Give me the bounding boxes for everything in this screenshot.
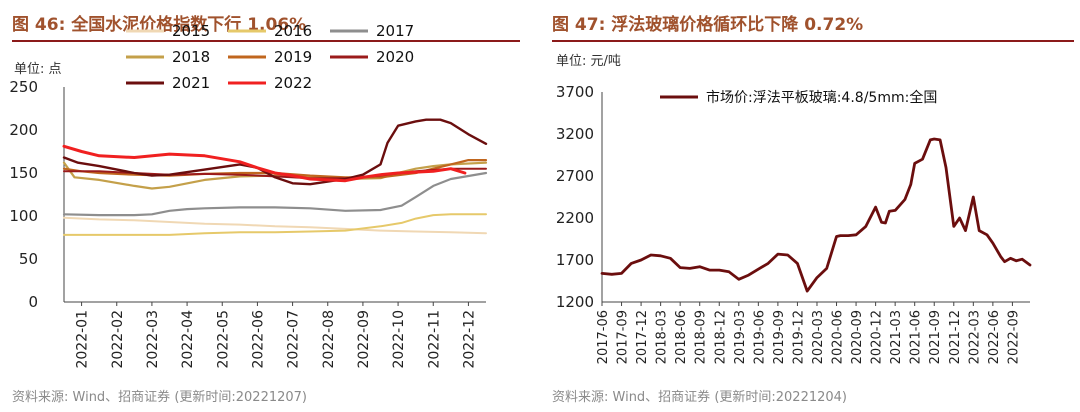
right-source-note: 资料来源: Wind、招商证券 (更新时间:20221204) [552, 390, 848, 405]
x-tick-label: 2017-12 [635, 310, 650, 364]
legend-label: 2020 [376, 48, 414, 66]
series-line-2022 [62, 144, 467, 183]
left-chart-svg: 0 50 100 150 200 250 2022-01 2022-02 2022-03 2022… [9, 22, 488, 369]
series-line-4-8-5mm [600, 137, 1032, 293]
y-tick-label: 2200 [556, 209, 594, 227]
x-tick-label: 2017-06 [596, 310, 611, 364]
x-tick-label: 2018-06 [674, 310, 689, 364]
x-tick-label: 2017-09 [616, 310, 631, 364]
x-tick-label: 2022-03 [967, 310, 982, 364]
x-tick-label: 2019-09 [772, 310, 787, 364]
x-tick-label: 2020-12 [870, 310, 885, 364]
x-tick-label: 2021-03 [889, 310, 904, 364]
right-title-rule [552, 40, 1074, 42]
x-tick-label: 2020-06 [831, 310, 846, 364]
legend-label: 2016 [274, 22, 312, 40]
x-tick-label: 2022-09 [356, 310, 372, 369]
x-tick-label: 2020-03 [811, 310, 826, 364]
x-tick-label: 2022-02 [110, 310, 126, 369]
series-line-2016 [63, 213, 487, 236]
x-tick-label: 2018-03 [655, 310, 670, 364]
series-line-2021 [62, 118, 488, 186]
y-tick-label: 1700 [556, 251, 594, 269]
x-tick-label: 2021-09 [928, 310, 943, 364]
x-tick-label: 2022-06 [987, 310, 1002, 364]
y-tick-label: 200 [9, 121, 38, 139]
series-line-2017 [62, 171, 488, 217]
x-tick-label: 2019-03 [733, 310, 748, 364]
x-tick-label: 2021-06 [909, 310, 924, 364]
x-tick-label: 2022-12 [461, 310, 477, 369]
x-tick-label: 2022-07 [286, 310, 302, 369]
x-tick-label: 2019-12 [791, 310, 806, 364]
x-tick-label: 2022-06 [250, 310, 266, 369]
x-tick-label: 2022-04 [180, 310, 196, 369]
legend-label: 2015 [172, 22, 210, 40]
x-tick-label: 2022-05 [215, 310, 231, 369]
x-tick-label: 2022-03 [145, 310, 161, 369]
y-tick-label: 2700 [556, 167, 594, 185]
y-tick-label: 150 [9, 164, 38, 182]
x-tick-label: 2020-09 [850, 310, 865, 364]
legend-label: 2018 [172, 48, 210, 66]
legend-label: 2022 [274, 74, 312, 92]
right-chart-panel: 图 47: 浮法玻璃价格循环比下降 0.72% 单位: 元/吨 1200 1700… [540, 0, 1080, 412]
y-tick-label: 3200 [556, 125, 594, 143]
legend-label: 市场价:浮法平板玻璃:4.8/5mm:全国 [706, 89, 937, 106]
x-tick-label: 2018-09 [694, 310, 709, 364]
x-tick-label: 2022-08 [321, 310, 337, 369]
x-tick-label: 2021-12 [948, 310, 963, 364]
y-tick-label: 250 [9, 78, 38, 96]
x-tick-label: 2018-12 [713, 310, 728, 364]
x-tick-label: 2022-09 [1006, 310, 1021, 364]
right-chart-svg: 1200 1700 2200 2700 3200 3700 2017-06 2017-09 20… [556, 83, 1032, 364]
legend-label: 2021 [172, 74, 210, 92]
left-title-rule [12, 40, 520, 42]
y-tick-label: 50 [19, 250, 38, 268]
x-tick-label: 2022-01 [75, 310, 91, 369]
left-chart-panel: 图 46: 全国水泥价格指数下行 1.06% 单位: 点 0 50 100 150 20… [0, 0, 526, 412]
right-chart-title: 图 47: 浮法玻璃价格循环比下降 0.72% [552, 15, 864, 35]
y-tick-label: 0 [28, 293, 38, 311]
y-tick-label: 1200 [556, 293, 594, 311]
legend-label: 2017 [376, 22, 414, 40]
left-source-note: 资料来源: Wind、招商证券 (更新时间:20221207) [12, 390, 308, 405]
y-tick-label: 100 [9, 207, 38, 225]
legend-label: 2019 [274, 48, 312, 66]
right-unit-label: 单位: 元/吨 [556, 54, 621, 69]
left-unit-label: 单位: 点 [14, 62, 62, 77]
x-tick-label: 2022-11 [426, 310, 442, 369]
x-tick-label: 2019-06 [752, 310, 767, 364]
y-tick-label: 3700 [556, 83, 594, 101]
x-tick-label: 2022-10 [391, 310, 407, 369]
series-line-2015 [63, 216, 487, 235]
